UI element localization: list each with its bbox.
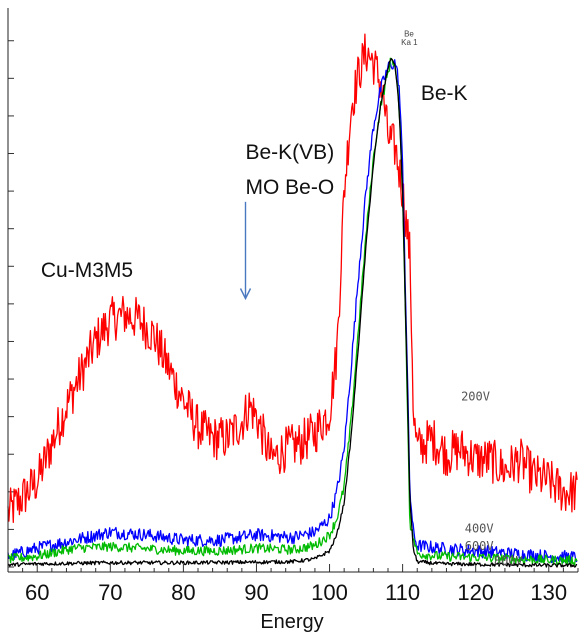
y-axis-ticks <box>8 40 14 568</box>
annotation-label: Be-K(VB) <box>246 141 335 164</box>
x-tick-label: 60 <box>25 580 49 605</box>
annotation-label: 400V <box>465 522 494 536</box>
series-800v-line <box>7 57 578 568</box>
x-axis-ticks <box>22 564 579 572</box>
x-tick-label: 130 <box>530 580 567 605</box>
x-tick-label: 70 <box>98 580 122 605</box>
annotation-label: 600V <box>465 539 494 553</box>
x-tick-label: 90 <box>244 580 268 605</box>
annotation-label: Be-K <box>421 82 468 105</box>
series-400v-line <box>7 59 578 564</box>
series-600v-line <box>7 57 578 566</box>
x-tick-label: 120 <box>457 580 494 605</box>
annotation-label: MO Be-O <box>246 176 335 199</box>
annotation-label: Cu-M3M5 <box>41 259 133 282</box>
x-tick-label: 100 <box>311 580 348 605</box>
series-200v-line <box>7 33 578 523</box>
annotation-label: Be <box>404 29 414 38</box>
annotation-arrowhead <box>239 288 252 301</box>
annotation-label: 800V <box>494 554 523 568</box>
plot-area <box>8 8 578 572</box>
x-axis-title: Energy <box>260 611 323 633</box>
annotation-label: Ka 1 <box>401 38 418 47</box>
annotation-label: 200V <box>461 390 490 404</box>
x-tick-label: 110 <box>385 580 420 605</box>
annotation-layer: Cu-M3M5 Be-K(VB) MO Be-O Be-K 200V 400V 600V80… <box>41 29 523 567</box>
series-layer <box>7 33 578 568</box>
x-tick-labels: 60 70 80 90 100 110 120 130 <box>25 580 567 605</box>
x-tick-label: 80 <box>171 580 195 605</box>
